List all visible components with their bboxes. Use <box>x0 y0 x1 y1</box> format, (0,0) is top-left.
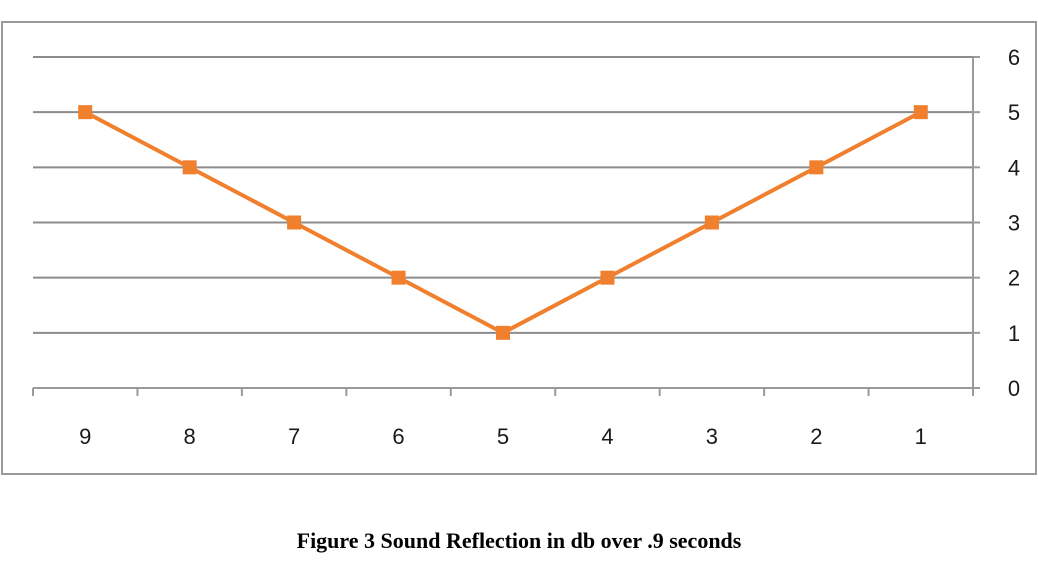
data-point-9 <box>78 105 93 120</box>
data-point-2 <box>809 160 824 175</box>
x-tick-label-5: 5 <box>497 424 509 449</box>
figure-caption: Figure 3 Sound Reflection in db over .9 … <box>296 528 742 553</box>
y-tick-label-2: 2 <box>1008 266 1020 291</box>
y-tick-label-3: 3 <box>1008 211 1020 236</box>
x-tick-label-7: 7 <box>288 424 300 449</box>
x-tick-label-6: 6 <box>392 424 404 449</box>
x-tick-label-8: 8 <box>184 424 196 449</box>
x-tick-label-1: 1 <box>915 424 927 449</box>
y-tick-label-0: 0 <box>1008 376 1020 401</box>
x-tick-label-4: 4 <box>601 424 613 449</box>
y-tick-label-4: 4 <box>1008 155 1020 180</box>
x-tick-label-3: 3 <box>706 424 718 449</box>
y-tick-label-5: 5 <box>1008 100 1020 125</box>
data-point-5 <box>496 325 510 340</box>
data-point-7 <box>287 215 302 230</box>
chart-border <box>1 21 1037 475</box>
x-tick-label-9: 9 <box>79 424 91 449</box>
data-point-4 <box>600 270 615 285</box>
y-tick-label-1: 1 <box>1008 321 1020 346</box>
axes <box>32 56 980 396</box>
y-tick-label-6: 6 <box>1008 45 1020 70</box>
data-point-3 <box>704 215 719 230</box>
data-point-1 <box>913 105 928 120</box>
y-tick-labels: 0 1 2 3 4 5 6 <box>1008 45 1020 401</box>
x-tick-labels: 9 8 7 6 5 4 3 2 1 <box>79 424 927 449</box>
data-series <box>78 105 928 340</box>
data-point-8 <box>182 160 197 175</box>
x-tick-label-2: 2 <box>810 424 822 449</box>
data-point-6 <box>391 270 406 285</box>
